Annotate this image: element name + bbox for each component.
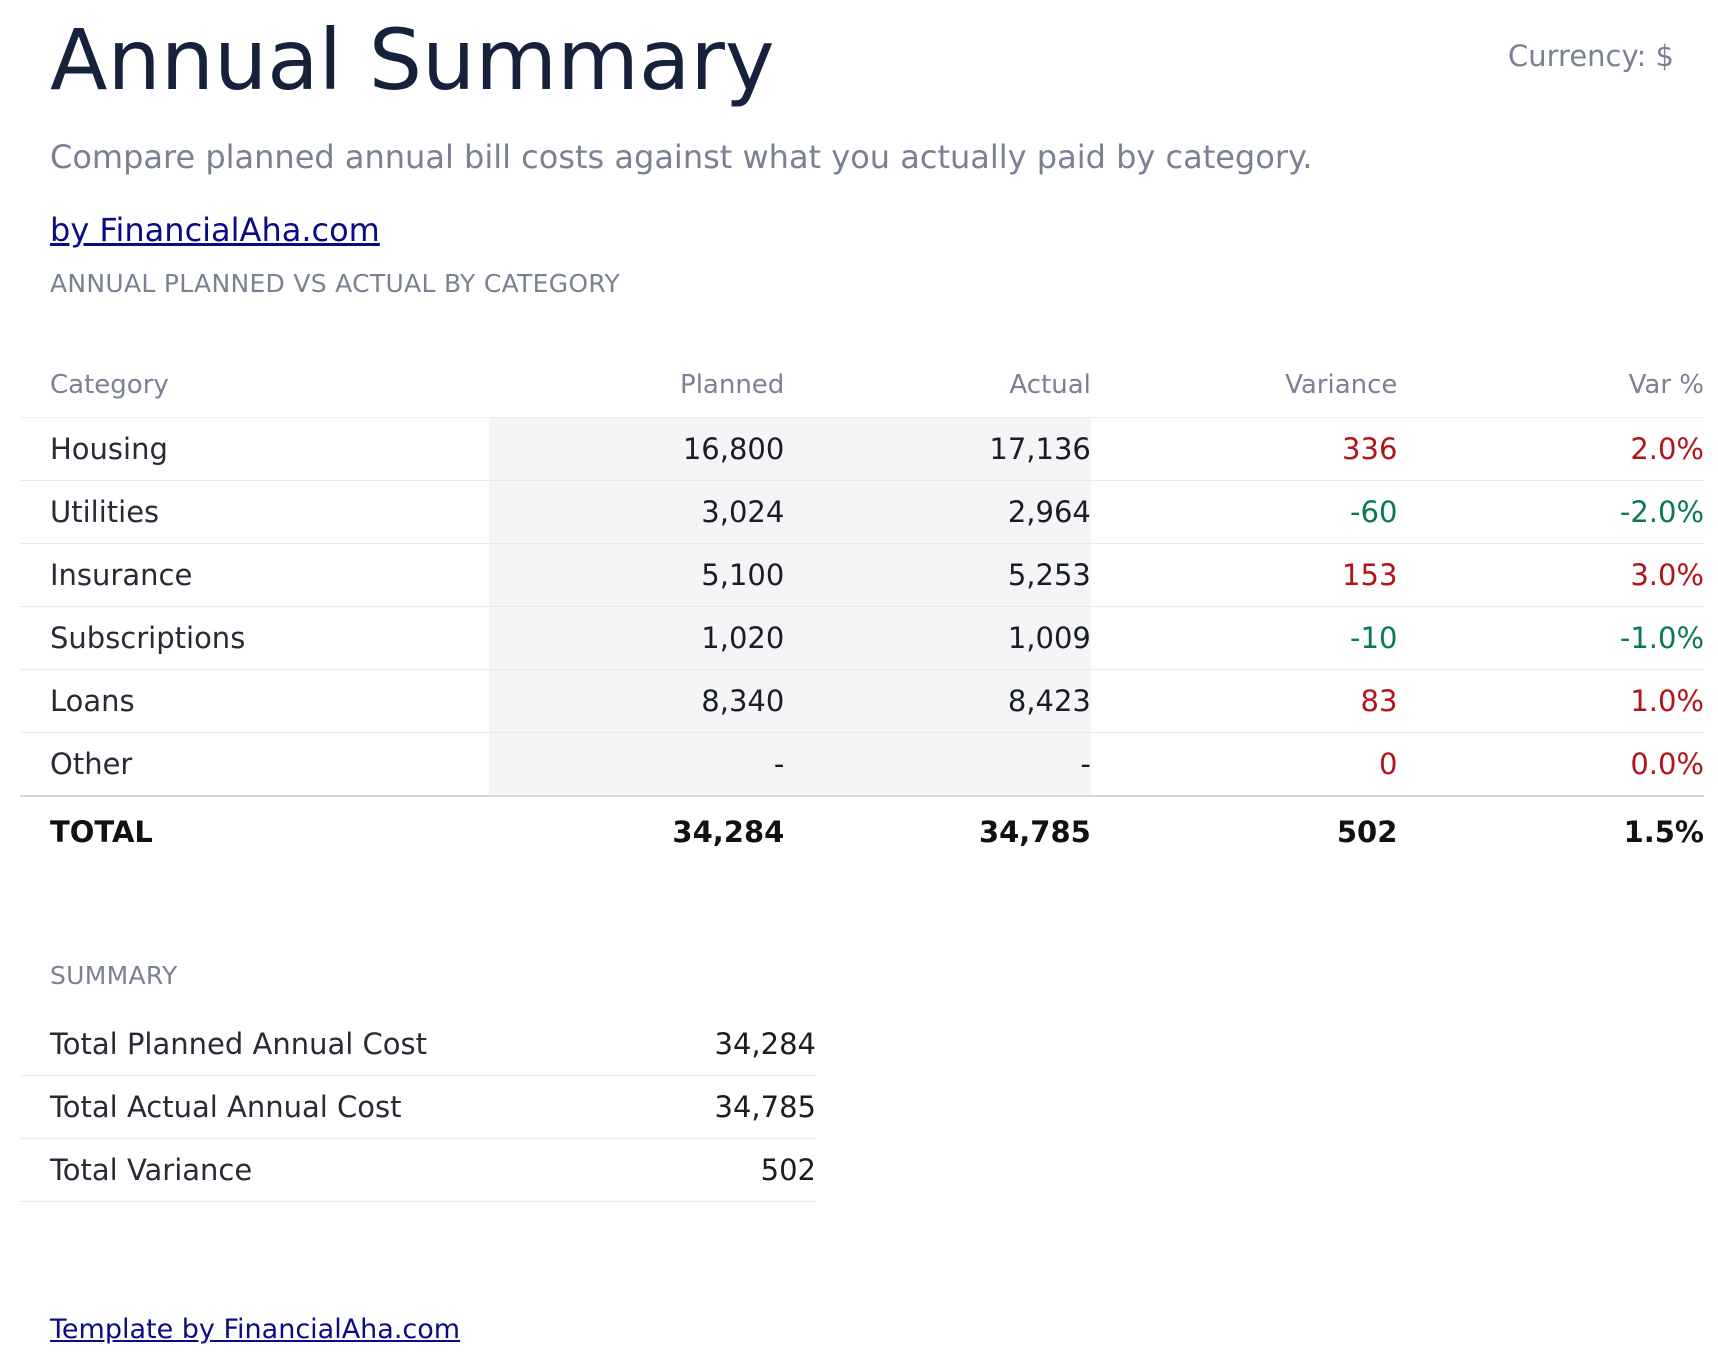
- cell-planned: 5,100: [489, 543, 785, 607]
- cell-planned: 16,800: [489, 417, 785, 481]
- cell-actual: 8,423: [784, 669, 1091, 733]
- summary-row: Total Variance 502: [20, 1138, 816, 1202]
- cell-planned: 8,340: [489, 669, 785, 733]
- cell-variance: 153: [1090, 543, 1398, 607]
- cell-actual: 17,136: [784, 417, 1091, 481]
- column-header-planned: Planned: [489, 353, 785, 418]
- table-row: Other - - 0 0.0%: [20, 732, 1704, 797]
- cell-category: Subscriptions: [20, 606, 490, 670]
- summary-value: 34,284: [520, 1013, 816, 1076]
- brand-link[interactable]: by FinancialAha.com: [50, 211, 380, 249]
- table-row: Housing 16,800 17,136 336 2.0%: [20, 417, 1704, 481]
- cell-variance: 83: [1090, 669, 1398, 733]
- cell-var-pct: 0.0%: [1397, 732, 1704, 797]
- cell-planned: -: [489, 732, 785, 797]
- cell-variance: -60: [1090, 480, 1398, 544]
- currency-label: Currency: $: [1508, 39, 1674, 73]
- summary-table: Total Planned Annual Cost 34,284 Total A…: [20, 1013, 816, 1202]
- total-planned: 34,284: [672, 815, 785, 849]
- cell-variance: -10: [1090, 606, 1398, 670]
- cell-variance: 0: [1090, 732, 1398, 797]
- cell-var-pct: 3.0%: [1397, 543, 1704, 607]
- table-row: Loans 8,340 8,423 83 1.0%: [20, 669, 1704, 733]
- table-row: Subscriptions 1,020 1,009 -10 -1.0%: [20, 606, 1704, 670]
- category-table: Category Planned Actual Variance Var % H…: [20, 353, 1704, 867]
- cell-variance: 336: [1090, 417, 1398, 481]
- cell-planned: 3,024: [489, 480, 785, 544]
- cell-actual: 2,964: [784, 480, 1091, 544]
- summary-section-title: SUMMARY: [50, 961, 178, 990]
- page-title: Annual Summary: [50, 11, 775, 109]
- column-header-actual: Actual: [784, 353, 1091, 418]
- cell-var-pct: 2.0%: [1397, 417, 1704, 481]
- page-subtitle: Compare planned annual bill costs agains…: [50, 138, 1313, 176]
- cell-var-pct: 1.0%: [1397, 669, 1704, 733]
- total-row: TOTAL 34,284 34,785 502 1.5%: [20, 796, 1704, 867]
- total-variance: 502: [1336, 815, 1398, 849]
- summary-row: Total Actual Annual Cost 34,785: [20, 1075, 816, 1139]
- cell-planned: 1,020: [489, 606, 785, 670]
- table-row: Utilities 3,024 2,964 -60 -2.0%: [20, 480, 1704, 544]
- cell-actual: 5,253: [784, 543, 1091, 607]
- category-section-title: ANNUAL PLANNED VS ACTUAL BY CATEGORY: [50, 269, 621, 298]
- summary-value: 34,785: [520, 1075, 816, 1139]
- total-actual: 34,785: [978, 815, 1091, 849]
- footer-template-link[interactable]: Template by FinancialAha.com: [50, 1314, 461, 1345]
- summary-value: 502: [520, 1138, 816, 1202]
- summary-label: Total Planned Annual Cost: [20, 1013, 520, 1076]
- cell-var-pct: -1.0%: [1397, 606, 1704, 670]
- cell-category: Insurance: [20, 543, 490, 607]
- column-header-variance: Variance: [1090, 353, 1398, 418]
- cell-category: Loans: [20, 669, 490, 733]
- cell-category: Utilities: [20, 480, 490, 544]
- cell-category: Housing: [20, 417, 490, 481]
- table-row: Insurance 5,100 5,253 153 3.0%: [20, 543, 1704, 607]
- cell-var-pct: -2.0%: [1397, 480, 1704, 544]
- cell-actual: -: [784, 732, 1091, 797]
- summary-row: Total Planned Annual Cost 34,284: [20, 1013, 816, 1076]
- cell-actual: 1,009: [784, 606, 1091, 670]
- cell-category: Other: [20, 732, 490, 797]
- total-var-pct: 1.5%: [1623, 815, 1704, 849]
- summary-label: Total Variance: [20, 1138, 520, 1202]
- column-header-category: Category: [20, 353, 490, 418]
- table-header-row: Category Planned Actual Variance Var %: [20, 353, 1704, 418]
- summary-label: Total Actual Annual Cost: [20, 1075, 520, 1139]
- column-header-var-pct: Var %: [1397, 353, 1704, 418]
- total-label: TOTAL: [50, 815, 153, 849]
